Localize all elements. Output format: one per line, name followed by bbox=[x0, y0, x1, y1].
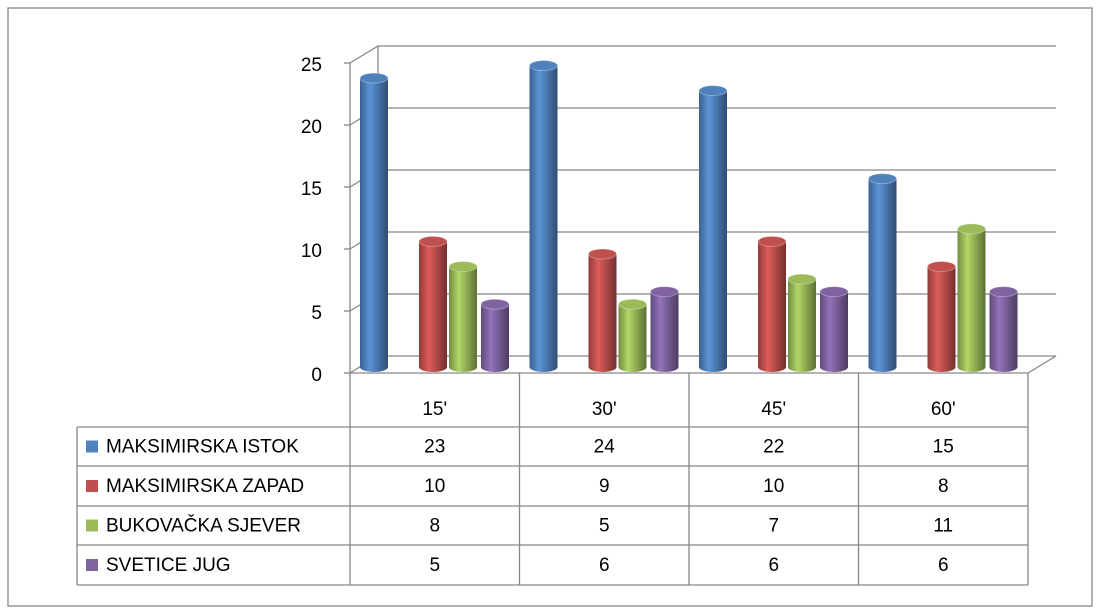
bar-top bbox=[927, 261, 956, 273]
y-tick-label: 15 bbox=[301, 179, 322, 200]
bar-top bbox=[480, 298, 510, 310]
bar-top bbox=[529, 60, 558, 72]
bar bbox=[650, 286, 679, 372]
bar-top bbox=[418, 235, 448, 247]
legend-label: MAKSIMIRSKA ZAPAD bbox=[106, 476, 304, 497]
bar-body bbox=[957, 228, 986, 372]
legend-swatch bbox=[86, 440, 98, 453]
bar-top bbox=[359, 72, 389, 84]
bar-body bbox=[927, 266, 956, 372]
legend-label: MAKSIMIRSKA ISTOK bbox=[106, 437, 299, 458]
table-value: 6 bbox=[938, 555, 949, 576]
bar-body bbox=[820, 291, 848, 372]
bar bbox=[359, 72, 389, 373]
bar-body bbox=[588, 253, 617, 372]
table-value: 9 bbox=[599, 476, 610, 497]
bar-body bbox=[650, 291, 679, 372]
bar bbox=[757, 235, 787, 372]
bar-top bbox=[618, 298, 647, 310]
y-tick-label: 20 bbox=[301, 117, 322, 138]
legend-swatch bbox=[86, 559, 98, 571]
bar-body bbox=[788, 279, 816, 372]
bar-body bbox=[449, 266, 477, 372]
table-value: 6 bbox=[599, 555, 610, 576]
bar-top bbox=[448, 261, 478, 273]
bar-body bbox=[419, 241, 447, 372]
table-value: 8 bbox=[429, 516, 440, 537]
bar-top bbox=[819, 286, 849, 298]
bar-body bbox=[868, 178, 897, 372]
table-value: 5 bbox=[429, 555, 440, 576]
bar bbox=[927, 261, 956, 372]
legend-swatch bbox=[86, 480, 98, 492]
y-tick-label: 0 bbox=[311, 365, 322, 386]
bar-body bbox=[618, 304, 647, 372]
table-value: 6 bbox=[768, 555, 779, 576]
x-tick-label: 15' bbox=[422, 399, 447, 420]
grid-line bbox=[349, 45, 1056, 64]
bar bbox=[868, 173, 897, 372]
bar-top bbox=[588, 248, 617, 260]
bar bbox=[588, 248, 617, 372]
bar bbox=[819, 286, 849, 372]
bar bbox=[957, 223, 986, 372]
y-tick-label: 5 bbox=[311, 303, 322, 324]
table-value: 24 bbox=[594, 437, 616, 458]
bar-top bbox=[787, 273, 817, 285]
legend-label: SVETICE JUG bbox=[106, 555, 231, 576]
bar-top bbox=[868, 173, 897, 185]
floor-right bbox=[1027, 355, 1057, 374]
bar bbox=[529, 60, 558, 372]
bar-top bbox=[698, 85, 728, 97]
bar-body bbox=[989, 291, 1018, 372]
bar bbox=[989, 286, 1018, 372]
bar-top bbox=[957, 223, 986, 235]
bar bbox=[698, 85, 728, 373]
bar-body bbox=[529, 65, 558, 372]
x-tick-label: 45' bbox=[761, 399, 786, 420]
bar bbox=[787, 273, 817, 372]
legend-label: BUKOVAČKA SJEVER bbox=[106, 515, 301, 537]
table-value: 5 bbox=[599, 516, 610, 537]
table-value: 11 bbox=[933, 516, 953, 537]
table-value: 7 bbox=[768, 516, 779, 537]
table-value: 10 bbox=[424, 476, 445, 497]
bar bbox=[448, 261, 478, 372]
bar-body bbox=[481, 304, 509, 372]
table-value: 10 bbox=[763, 476, 784, 497]
bar-top bbox=[650, 286, 679, 298]
bar-body bbox=[360, 78, 388, 373]
bar bbox=[618, 298, 647, 372]
bar bbox=[418, 235, 448, 372]
bar-top bbox=[757, 235, 787, 247]
y-tick-label: 10 bbox=[301, 241, 322, 262]
table-value: 22 bbox=[763, 437, 784, 458]
bar bbox=[480, 298, 510, 372]
bar-top bbox=[989, 286, 1018, 298]
y-tick-label: 25 bbox=[301, 55, 322, 76]
x-tick-label: 60' bbox=[931, 399, 956, 420]
x-tick-label: 30' bbox=[592, 399, 617, 420]
bar-body bbox=[758, 241, 786, 372]
table-value: 23 bbox=[424, 437, 445, 458]
table-value: 8 bbox=[938, 476, 949, 497]
legend-swatch bbox=[86, 519, 98, 532]
table-value: 15 bbox=[933, 437, 954, 458]
bar-body bbox=[699, 90, 727, 373]
